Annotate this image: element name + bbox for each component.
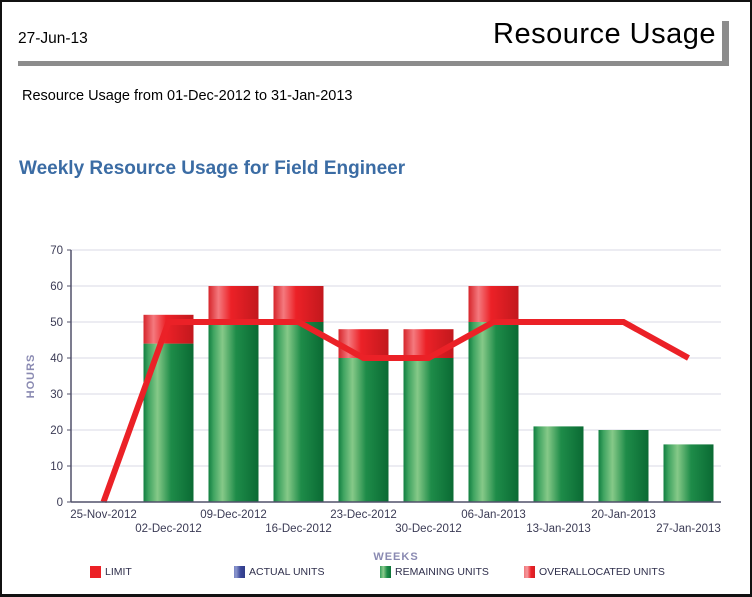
- x-tick-label: 06-Jan-2013: [461, 509, 526, 521]
- svg-text:10: 10: [50, 461, 63, 473]
- svg-text:0: 0: [57, 497, 63, 509]
- report-subtitle: Resource Usage from 01-Dec-2012 to 31-Ja…: [22, 88, 353, 104]
- chart-title: Weekly Resource Usage for Field Engineer: [19, 158, 406, 179]
- legend-label: OVERALLOCATED UNITS: [539, 566, 665, 578]
- report-date: 27-Jun-13: [18, 30, 88, 47]
- remaining-units-bar: [663, 444, 714, 502]
- legend-item-remaining-units: REMAINING UNITS: [380, 566, 489, 578]
- overallocated-units-bar: [273, 286, 324, 322]
- x-tick-label: 20-Jan-2013: [591, 509, 656, 521]
- solid-red-swatch-icon: [90, 566, 101, 578]
- overallocated-units-bar: [338, 329, 389, 358]
- x-axis-title: WEEKS: [373, 551, 418, 563]
- remaining-units-bar: [468, 322, 519, 502]
- svg-text:70: 70: [50, 245, 63, 257]
- usage-chart-svg: 0 10 20 30 40 50 60 70 25-Nov-2012 02-Dec-2012 09-…: [25, 245, 721, 563]
- header-vertical-bar: [722, 21, 729, 66]
- remaining-units-bar: [208, 322, 259, 502]
- bars: [143, 286, 714, 502]
- legend-label: REMAINING UNITS: [395, 566, 489, 578]
- gradient-blue-swatch-icon: [234, 566, 245, 578]
- y-axis-labels: 0 10 20 30 40 50 60 70: [50, 245, 63, 509]
- svg-text:40: 40: [50, 353, 63, 365]
- remaining-units-bar: [338, 358, 389, 502]
- legend-label: LIMIT: [105, 566, 132, 578]
- resource-usage-chart: 0 10 20 30 40 50 60 70 25-Nov-2012 02-Dec-2012 09-…: [2, 228, 750, 568]
- x-tick-label: 30-Dec-2012: [395, 523, 461, 535]
- x-tick-label: 27-Jan-2013: [656, 523, 721, 535]
- legend-item-actual-units: ACTUAL UNITS: [234, 566, 324, 578]
- legend-item-overallocated-units: OVERALLOCATED UNITS: [524, 566, 665, 578]
- legend-label: ACTUAL UNITS: [249, 566, 325, 578]
- gradient-red-swatch-icon: [524, 566, 535, 578]
- remaining-units-bar: [598, 430, 649, 502]
- overallocated-units-bar: [468, 286, 519, 322]
- x-axis-labels: 25-Nov-2012 02-Dec-2012 09-Dec-2012 16-Dec-…: [70, 509, 721, 535]
- remaining-units-bar: [533, 426, 584, 502]
- report-title: Resource Usage: [493, 18, 716, 50]
- x-tick-label: 02-Dec-2012: [135, 523, 201, 535]
- chart-legend: LIMIT ACTUAL UNITS REMAINING UNITS OVERALLO…: [2, 566, 750, 584]
- overallocated-units-bar: [403, 329, 454, 358]
- legend-item-limit: LIMIT: [90, 566, 132, 578]
- svg-text:20: 20: [50, 425, 63, 437]
- svg-text:60: 60: [50, 281, 63, 293]
- x-tick-label: 25-Nov-2012: [70, 509, 136, 521]
- svg-text:50: 50: [50, 317, 63, 329]
- header-horizontal-rule: [18, 61, 729, 66]
- limit-line: [100, 319, 690, 504]
- svg-text:30: 30: [50, 389, 63, 401]
- remaining-units-bar: [273, 322, 324, 502]
- x-tick-label: 16-Dec-2012: [265, 523, 331, 535]
- remaining-units-bar: [403, 358, 454, 502]
- gradient-green-swatch-icon: [380, 566, 391, 578]
- y-axis-title: HOURS: [25, 354, 37, 399]
- x-tick-label: 23-Dec-2012: [330, 509, 396, 521]
- x-tick-label: 09-Dec-2012: [200, 509, 266, 521]
- overallocated-units-bar: [208, 286, 259, 322]
- x-tick-label: 13-Jan-2013: [526, 523, 591, 535]
